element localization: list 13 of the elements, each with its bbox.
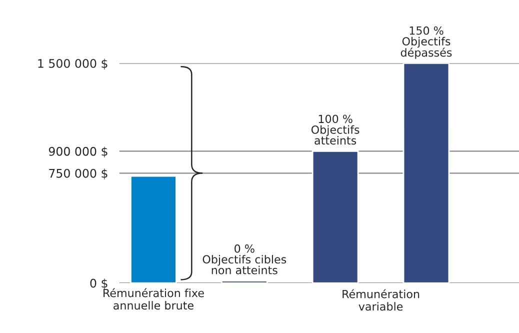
y-tick-label: 0 $: [90, 278, 108, 290]
y-tick-label: 750 000 $: [49, 168, 108, 180]
y-tick-label: 1 500 000 $: [38, 58, 108, 70]
bar: [312, 150, 359, 284]
bar: [220, 280, 268, 284]
annotation: 100 % Objectifs atteints: [311, 114, 360, 145]
x-tick-label: Rémunération fixe annuelle brute: [104, 288, 204, 310]
bar: [402, 63, 450, 284]
text: 150 % Objectifs dépassés: [400, 26, 452, 59]
bar: [130, 175, 177, 284]
y-tick-label: 900 000 $: [48, 146, 108, 158]
text: Rémunération variable: [342, 289, 420, 311]
annotation: 0 % Objectifs cibles non atteints: [202, 244, 286, 274]
